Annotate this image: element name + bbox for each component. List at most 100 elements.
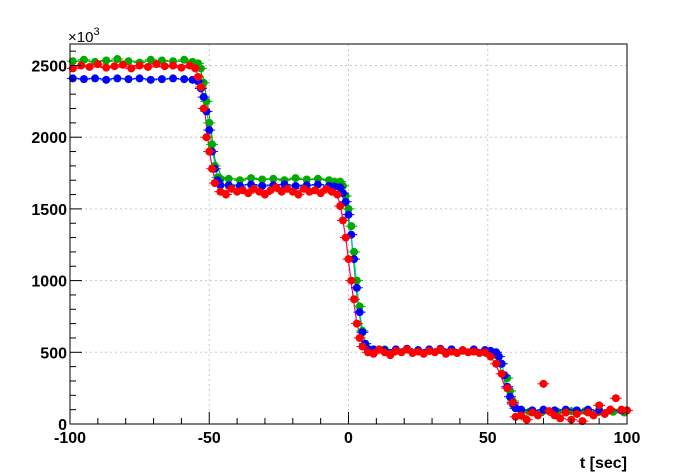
data-point (68, 74, 77, 83)
data-point (302, 175, 311, 184)
data-point (127, 64, 136, 73)
data-point (355, 302, 364, 311)
y-tick-label: 2000 (31, 130, 67, 147)
data-point (313, 174, 322, 183)
data-point (517, 405, 526, 414)
data-point (497, 369, 506, 378)
data-point (522, 415, 531, 424)
data-point (272, 183, 281, 192)
data-point (341, 233, 350, 242)
y-multiplier-base: ×10 (68, 29, 93, 46)
data-point (224, 174, 233, 183)
y-tick-label: 500 (40, 345, 67, 362)
y-multiplier-label: ×103 (68, 26, 100, 46)
data-point (79, 75, 88, 84)
data-point (146, 75, 155, 84)
data-point (336, 202, 345, 211)
y-tick-label: 0 (58, 417, 67, 434)
data-point (344, 210, 353, 219)
data-point (169, 61, 178, 70)
data-point (556, 414, 565, 423)
data-point (291, 174, 300, 183)
data-point (113, 74, 122, 83)
data-point (205, 118, 214, 127)
data-point (157, 75, 166, 84)
data-point (208, 164, 217, 173)
data-point (102, 63, 111, 72)
data-point (341, 197, 350, 206)
data-point (294, 190, 303, 199)
series-2 (66, 60, 633, 426)
data-point (258, 175, 267, 184)
data-point (191, 64, 200, 73)
data-point (110, 62, 119, 71)
data-point (494, 352, 503, 361)
data-point (350, 295, 359, 304)
data-point (102, 75, 111, 84)
data-point (350, 247, 359, 256)
data-point (196, 83, 205, 92)
data-point (113, 55, 122, 64)
x-tick-label: 50 (479, 430, 497, 447)
data-point (508, 398, 517, 407)
data-point (355, 308, 364, 317)
x-tick-label: 100 (614, 430, 641, 447)
data-point (369, 349, 378, 358)
data-point (611, 394, 620, 403)
data-point (436, 345, 445, 354)
data-point (180, 55, 189, 64)
data-point (194, 72, 203, 81)
data-point (91, 74, 100, 83)
data-point (600, 409, 609, 418)
data-point (338, 216, 347, 225)
data-point (180, 75, 189, 84)
data-point (135, 74, 144, 83)
data-point (68, 64, 77, 73)
data-points (66, 55, 633, 426)
data-point (578, 417, 587, 426)
data-point (606, 405, 615, 414)
data-point (347, 276, 356, 285)
data-point (480, 348, 489, 357)
data-point (143, 62, 152, 71)
data-point (589, 411, 598, 420)
data-point (333, 190, 342, 199)
data-point (221, 190, 230, 199)
x-axis-title: t [sec] (580, 455, 627, 472)
data-point (561, 408, 570, 417)
data-point (595, 401, 604, 410)
data-point (344, 255, 353, 264)
x-tick-label: 0 (344, 430, 353, 447)
y-tick-label: 1500 (31, 202, 67, 219)
data-point (146, 55, 155, 64)
data-point (205, 147, 214, 156)
x-tick-label: -100 (54, 430, 86, 447)
data-point (118, 60, 127, 69)
data-point (539, 379, 548, 388)
data-point (135, 61, 144, 70)
y-tick-label: 2500 (31, 59, 67, 76)
data-point (152, 60, 161, 69)
data-point (260, 190, 269, 199)
data-point (199, 104, 208, 113)
data-point (205, 126, 214, 135)
data-point (386, 351, 395, 360)
data-point (68, 57, 77, 66)
data-point (344, 204, 353, 213)
data-point (93, 60, 102, 69)
data-point (247, 174, 256, 183)
data-point (124, 75, 133, 84)
data-point (199, 93, 208, 102)
data-point (533, 411, 542, 420)
data-point (210, 179, 219, 188)
data-point (517, 411, 526, 420)
data-point (492, 359, 501, 368)
data-point (244, 189, 253, 198)
data-point (177, 63, 186, 72)
data-point (347, 222, 356, 231)
data-point (169, 74, 178, 83)
data-point (85, 62, 94, 71)
data-point (235, 176, 244, 185)
